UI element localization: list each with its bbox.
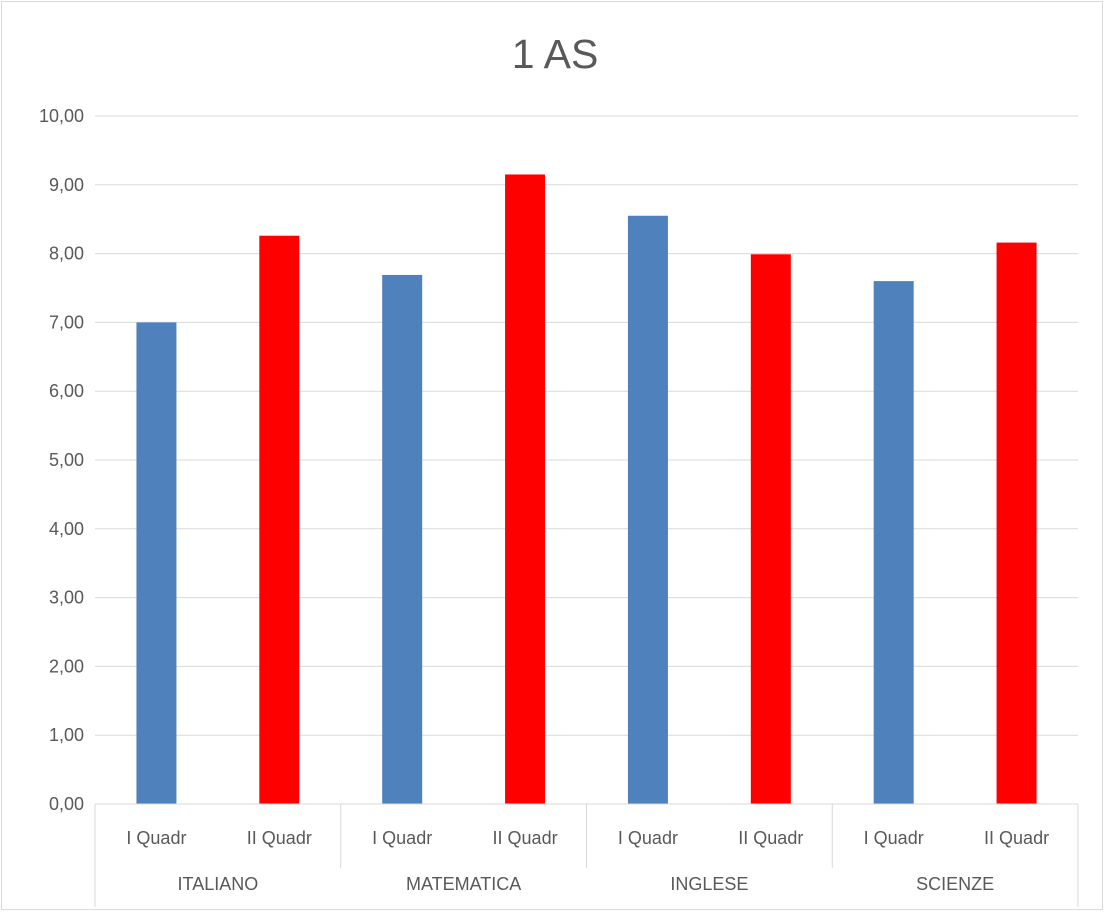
x-group-label: INGLESE [670,874,748,894]
bar-scienze-i-quadr [873,281,914,804]
y-tick-label: 1,00 [49,725,84,745]
bar-scienze-ii-quadr [996,242,1037,805]
x-category-label: II Quadr [984,828,1049,848]
y-tick-label: 2,00 [49,656,84,676]
x-category-label: II Quadr [493,828,558,848]
bar-inglese-i-quadr [627,215,668,804]
y-tick-label: 9,00 [49,175,84,195]
y-tick-label: 5,00 [49,450,84,470]
y-tick-label: 8,00 [49,244,84,264]
x-group-label: ITALIANO [178,874,259,894]
gridlines [95,115,1078,805]
x-group-label: SCIENZE [916,874,994,894]
bar-italiano-ii-quadr [259,235,300,804]
x-category-label: II Quadr [247,828,312,848]
y-tick-label: 7,00 [49,312,84,332]
bar-italiano-i-quadr [136,322,177,804]
x-category-label: I Quadr [618,828,678,848]
x-category-label: II Quadr [738,828,803,848]
y-axis-ticks: 0,00 1,00 2,00 3,00 4,00 5,00 6,00 7,00 8,00 9,00… [39,106,84,814]
x-category-label: I Quadr [372,828,432,848]
bar-inglese-ii-quadr [750,254,791,805]
bar-matematica-ii-quadr [505,174,546,805]
y-tick-label: 0,00 [49,794,84,814]
x-category-label: I Quadr [126,828,186,848]
y-tick-label: 10,00 [39,106,84,126]
x-axis: I Quadr II Quadr ITALIANO I Quadr II Quadr MA… [94,803,1079,907]
y-tick-label: 3,00 [49,588,84,608]
x-category-label: I Quadr [864,828,924,848]
bars [136,174,1037,805]
chart-title: 1 AS [512,31,599,77]
bar-matematica-i-quadr [382,274,423,805]
y-tick-label: 4,00 [49,519,84,539]
x-group-label: MATEMATICA [406,874,521,894]
y-tick-label: 6,00 [49,381,84,401]
